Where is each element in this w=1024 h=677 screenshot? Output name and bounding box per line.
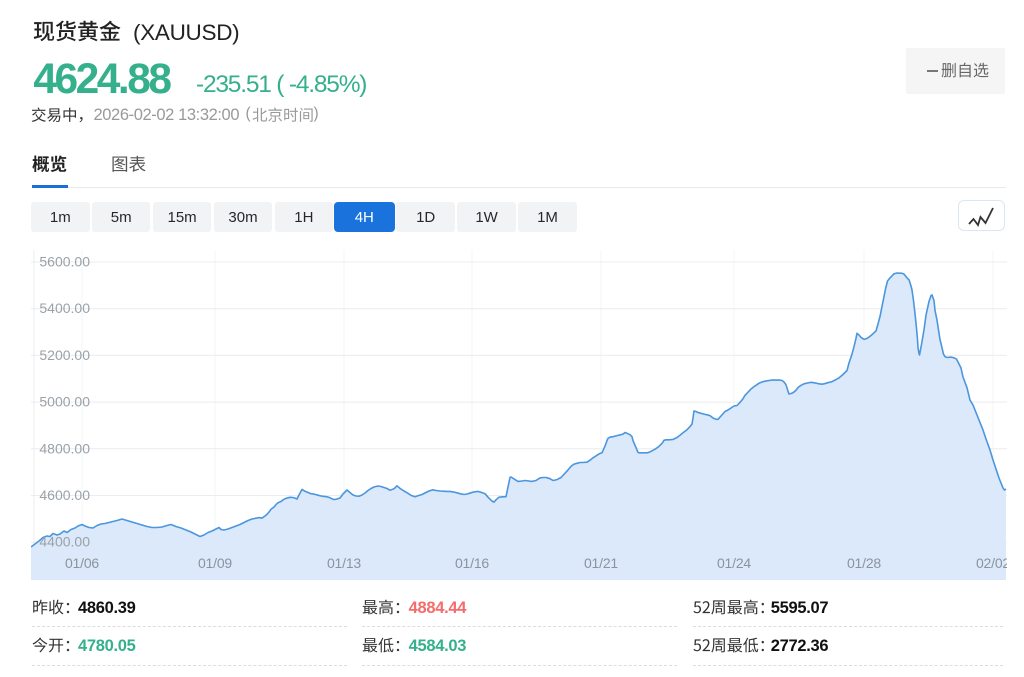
svg-text:01/13: 01/13 bbox=[327, 555, 361, 571]
svg-text:02/02: 02/02 bbox=[976, 555, 1007, 571]
svg-text:5600.00: 5600.00 bbox=[39, 254, 90, 270]
svg-text:01/16: 01/16 bbox=[455, 555, 489, 571]
svg-text:01/24: 01/24 bbox=[717, 555, 751, 571]
svg-text:01/06: 01/06 bbox=[65, 555, 99, 571]
svg-text:5000.00: 5000.00 bbox=[39, 394, 90, 410]
svg-text:4800.00: 4800.00 bbox=[39, 440, 90, 456]
svg-text:01/21: 01/21 bbox=[584, 555, 618, 571]
svg-text:5400.00: 5400.00 bbox=[39, 300, 90, 316]
svg-text:5200.00: 5200.00 bbox=[39, 347, 90, 363]
svg-text:4400.00: 4400.00 bbox=[39, 534, 90, 550]
svg-text:4600.00: 4600.00 bbox=[39, 487, 90, 503]
svg-text:01/09: 01/09 bbox=[198, 555, 232, 571]
svg-text:01/28: 01/28 bbox=[847, 555, 881, 571]
